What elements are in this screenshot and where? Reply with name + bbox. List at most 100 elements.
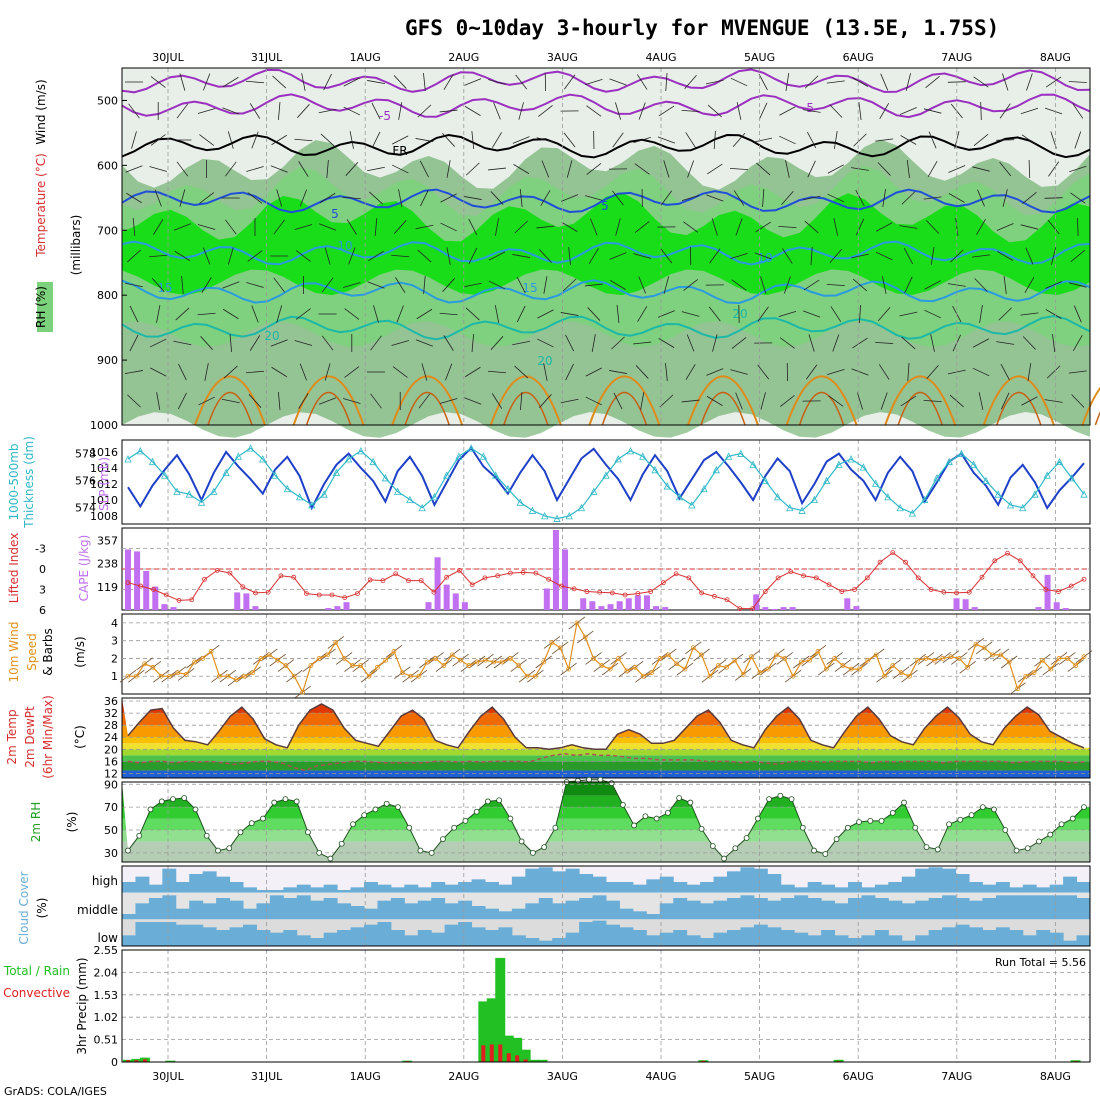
upper-wind-barb (858, 304, 862, 324)
thickness-marker (173, 487, 181, 495)
wind-frame (121, 613, 1091, 695)
upper-wind-barb (370, 335, 382, 351)
rh-marker (158, 798, 165, 805)
wind-speed-marker (907, 673, 912, 679)
rh-marker (383, 800, 390, 807)
lifted-index-marker (253, 590, 258, 596)
cloud-cover-bar (511, 935, 526, 946)
upper-wind-barb (318, 108, 337, 114)
upper-wind-barb (565, 363, 574, 381)
rh-color-band (122, 795, 1090, 808)
upper-wind-barb (950, 249, 964, 263)
lifted-index-marker (495, 573, 501, 579)
upper-wind-barb (395, 277, 406, 293)
thickness-marker (675, 493, 684, 501)
rh-marker (350, 821, 356, 828)
wind-speed-marker (308, 663, 314, 668)
wind-speed-marker (549, 640, 555, 645)
upper-wind-barb (440, 193, 457, 203)
upper-wind-barb (1022, 336, 1036, 350)
thickness-marker (148, 457, 157, 466)
lifted-index-marker (469, 582, 475, 588)
upper-wind-barb (972, 367, 990, 377)
cloud-cover-bar (753, 868, 768, 893)
thickness-marker (1080, 490, 1088, 498)
cloud-cover-bar (753, 924, 768, 946)
upper-wind-barb (615, 218, 621, 236)
upper-wind-barb (781, 190, 794, 206)
lifted-index-marker (1068, 583, 1074, 589)
wind-speed-marker (266, 652, 272, 658)
warm-dome-contour (503, 392, 549, 426)
upper-wind-barb (979, 305, 983, 323)
thickness-marker (822, 476, 831, 485)
wind-speed-marker (1023, 673, 1029, 679)
thickness-marker (1006, 501, 1015, 509)
upper-wind-barb (323, 73, 332, 91)
upper-wind-barb (930, 247, 935, 265)
upper-wind-barb (423, 73, 426, 91)
upper-wind-barb (222, 281, 240, 289)
wind-speed-marker (765, 666, 771, 672)
upper-wind-barb (712, 334, 718, 352)
wind-speed-marker (898, 670, 904, 676)
upper-wind-barb (174, 250, 191, 262)
upper-wind-barb (833, 131, 838, 149)
wind-speed-marker (931, 657, 937, 663)
wind-barbs-label: & Barbs (41, 628, 55, 676)
cloud-cover-bar (175, 908, 190, 920)
cloud-cover-bar (942, 868, 957, 893)
lifted-index-marker (367, 577, 373, 583)
wind-speed-marker (217, 673, 222, 679)
cape-tick-label: 119 (97, 581, 118, 594)
upper-wind-barb (273, 277, 285, 293)
cloud-cover-bar (874, 898, 889, 920)
upper-wind-barb (276, 189, 283, 207)
wind-speed-marker (956, 656, 962, 661)
cape-bar (161, 604, 168, 610)
upper-wind-barb (706, 194, 724, 202)
upper-wind-barb (759, 102, 768, 120)
upper-wind-barb (229, 333, 232, 353)
cloud-cover-bar (861, 887, 876, 893)
upper-wind-barb (730, 369, 748, 375)
lifted-tick-label: -3 (35, 543, 46, 556)
thickness-marker (908, 509, 917, 517)
rh-marker (709, 843, 716, 849)
cloud-cover-bar (619, 927, 634, 946)
precip-convective-bar (142, 1059, 147, 1062)
rh-marker (125, 847, 131, 854)
upper-wind-barb (125, 370, 143, 374)
wind-speed-marker (657, 656, 663, 661)
upper-wind-barb (901, 191, 916, 205)
cape-bar (234, 592, 241, 610)
thickness-marker (541, 511, 549, 520)
warm-dome-contour (897, 392, 943, 426)
thickness-marker (945, 457, 953, 466)
upper-wind-barb (153, 219, 164, 235)
cloud-cover-bar (337, 903, 352, 920)
cloud-cover-bar (458, 900, 473, 920)
upper-wind-barb (245, 370, 265, 374)
upper-wind-barb (851, 167, 869, 171)
upper-wind-barb (391, 164, 409, 174)
upper-wind-barb (1070, 192, 1086, 204)
upper-wind-barb (227, 131, 234, 149)
wind-speed-marker (1081, 654, 1087, 660)
upper-wind-barb (1026, 73, 1033, 91)
upper-wind-barb (711, 218, 718, 236)
wind-speed-marker (183, 672, 189, 677)
wind-speed-marker (641, 673, 646, 679)
upper-wind-barb (299, 363, 307, 381)
upper-wind-barb (248, 394, 262, 408)
lifted-index-line (127, 551, 1085, 610)
lifted-index-marker (673, 571, 679, 577)
upper-wind-barb (904, 276, 913, 294)
upper-wind-barb (512, 254, 531, 258)
cloud-cover-bar (579, 922, 594, 946)
upper-wind-barb (538, 105, 553, 117)
upper-wind-barb (417, 104, 432, 118)
isotherm-label: 5 (601, 199, 609, 213)
upper-wind-barb (733, 190, 745, 206)
upper-wind-barb (997, 251, 1014, 261)
